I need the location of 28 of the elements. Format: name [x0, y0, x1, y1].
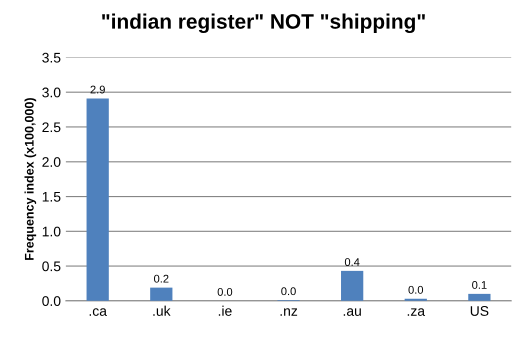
y-tick-label: 1.5	[42, 192, 60, 202]
y-axis-title: Frequency index (x100,000)	[24, 98, 36, 260]
y-tick-label: 2.0	[42, 157, 60, 167]
data-label: 0.4	[344, 258, 360, 266]
x-tick-label: .ca	[90, 308, 107, 316]
y-tick-label: 0.0	[42, 296, 60, 306]
data-label: 0.0	[408, 286, 424, 294]
y-tick-label: 0.5	[42, 261, 60, 272]
x-tick-label: .ie	[218, 306, 232, 316]
x-tick-label: .za	[408, 308, 426, 316]
bar	[341, 270, 364, 301]
x-tick-label: .au	[344, 308, 361, 316]
chart-title: "indian register" NOT "shipping"	[102, 14, 425, 34]
x-tick-label: US	[470, 306, 488, 316]
y-tick-label: 3.5	[42, 52, 60, 63]
y-tick-label: 2.5	[42, 122, 60, 132]
bar	[86, 98, 109, 301]
data-label: 0.0	[281, 287, 296, 296]
data-label: 0.2	[154, 274, 168, 283]
data-label: 0.1	[472, 281, 487, 289]
bar	[468, 294, 491, 301]
y-tick-label: 3.0	[42, 88, 60, 98]
data-label: 2.9	[90, 86, 105, 94]
x-tick-label: .uk	[153, 306, 171, 316]
data-label: 0.0	[218, 288, 232, 296]
bar	[150, 288, 172, 301]
x-tick-label: .nz	[280, 308, 298, 316]
y-tick-label: 1.0	[42, 226, 60, 236]
